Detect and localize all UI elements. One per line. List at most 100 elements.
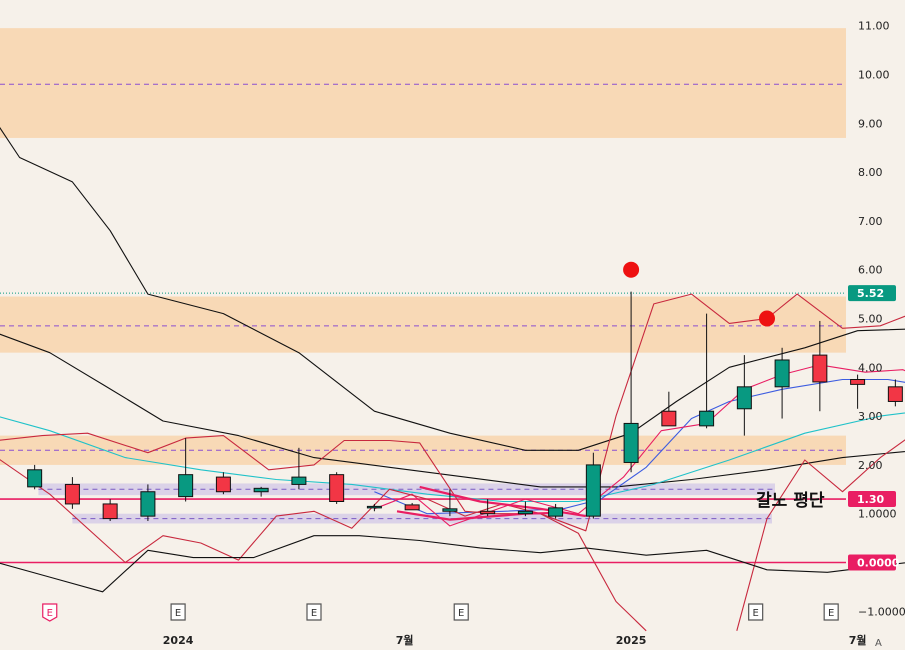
- earnings-marker-label: E: [175, 608, 181, 619]
- trend-line: [396, 510, 564, 521]
- zone-box: [0, 296, 846, 353]
- earnings-marker[interactable]: E: [306, 603, 322, 621]
- candle: [442, 489, 458, 517]
- candle: [548, 503, 564, 519]
- avg-price-badge-label: 1.30: [857, 493, 884, 506]
- earnings-marker-box[interactable]: [42, 603, 58, 622]
- candle-body: [178, 474, 194, 498]
- y-tick-label: 2.00: [858, 459, 883, 472]
- signal-dot: [623, 261, 640, 278]
- candle-body: [517, 510, 533, 515]
- candle-body: [480, 510, 496, 515]
- earnings-marker[interactable]: E: [453, 603, 469, 621]
- candle-body: [329, 474, 345, 503]
- candle-body: [102, 503, 118, 520]
- candle-body: [442, 508, 458, 512]
- avg-price-badge: [848, 491, 896, 508]
- candle: [366, 503, 382, 512]
- candle-body: [291, 476, 307, 485]
- last-price-badge-label: 5.52: [857, 287, 884, 300]
- candle-body: [64, 483, 80, 505]
- candle-body: [623, 422, 639, 463]
- x-tick-label: 2024: [163, 634, 194, 647]
- y-tick-label: 5.00: [858, 313, 883, 326]
- candle-body: [850, 379, 866, 385]
- candle-body: [404, 504, 420, 511]
- zero-badge-label: 0.0000: [857, 557, 900, 570]
- candle: [291, 447, 307, 490]
- candle: [736, 355, 752, 436]
- zone-box: [72, 513, 772, 524]
- candle: [404, 502, 420, 511]
- earnings-marker-box[interactable]: [823, 603, 839, 621]
- indicator-line: [0, 333, 905, 488]
- last-price-badge: [848, 285, 896, 302]
- x-tick-label: 7월: [396, 633, 414, 647]
- candle: [699, 313, 715, 429]
- y-tick-label: 8.00: [858, 166, 883, 179]
- indicator-line: [0, 459, 647, 632]
- candle-body: [27, 469, 43, 488]
- y-tick-label: −1.0000: [858, 605, 905, 618]
- candle: [850, 374, 866, 409]
- candle-body: [253, 487, 269, 493]
- earnings-marker[interactable]: E: [170, 603, 186, 621]
- signal-dots-layer: [623, 261, 775, 327]
- candle-body: [585, 464, 601, 517]
- zone-box: [0, 28, 846, 138]
- candle: [27, 464, 43, 490]
- earnings-marker-box[interactable]: [748, 603, 764, 621]
- y-tick-label: 11.00: [858, 20, 890, 33]
- indicator-line: [0, 293, 905, 532]
- candle: [517, 501, 533, 517]
- candle: [178, 438, 194, 502]
- earnings-marker-label: E: [458, 608, 464, 619]
- candle: [480, 499, 496, 517]
- candle-body: [215, 476, 231, 493]
- earnings-marker[interactable]: E: [823, 603, 839, 621]
- candle: [64, 477, 80, 509]
- y-tick-label: 10.00: [858, 69, 890, 82]
- indicator-line: [374, 364, 905, 527]
- candle: [329, 472, 345, 504]
- zone-box: [38, 483, 776, 496]
- earnings-marker-box[interactable]: [306, 603, 322, 621]
- earnings-marker-box[interactable]: [170, 603, 186, 621]
- y-tick-label: 1.0000: [858, 508, 897, 521]
- earnings-marker-label: E: [753, 608, 759, 619]
- signal-dot: [759, 310, 775, 327]
- x-axis-layer: 20247월20257월20267월2027: [163, 633, 867, 647]
- events-layer[interactable]: EEEEEEEEEEEE: [42, 603, 905, 622]
- earnings-marker-box[interactable]: [453, 603, 469, 621]
- earnings-marker-label: E: [47, 608, 53, 619]
- zero-badge: [848, 554, 896, 571]
- earnings-marker[interactable]: E: [748, 603, 764, 621]
- candle: [812, 320, 828, 412]
- earnings-marker-label: E: [311, 608, 317, 619]
- candle: [102, 499, 118, 522]
- candle-body: [887, 386, 903, 402]
- candle: [887, 379, 903, 407]
- candle-body: [774, 359, 790, 388]
- candle-body: [548, 507, 564, 517]
- candle-body: [140, 491, 156, 517]
- y-tick-label: 6.00: [858, 264, 883, 277]
- indicator-line: [736, 439, 905, 631]
- y-tick-label: 7.00: [858, 215, 883, 228]
- x-tick-label: 2025: [616, 634, 647, 647]
- y-axis-layer: 11.00 10.00 9.00 8.00 7.00 6.00 5.00 4.00 3.00 2.…: [848, 20, 905, 618]
- candle-body: [812, 354, 828, 383]
- candle-body: [661, 410, 677, 427]
- y-tick-label: 4.00: [858, 361, 883, 374]
- x-tick-label: 7월: [849, 633, 867, 647]
- candle: [661, 391, 677, 427]
- candle-body: [736, 386, 752, 410]
- candle-body: [366, 505, 382, 509]
- candle-body: [699, 410, 715, 427]
- auto-scale-button[interactable]: A: [875, 638, 882, 649]
- candles-layer: [27, 291, 903, 522]
- candle: [774, 347, 790, 419]
- earnings-marker[interactable]: E: [42, 603, 58, 622]
